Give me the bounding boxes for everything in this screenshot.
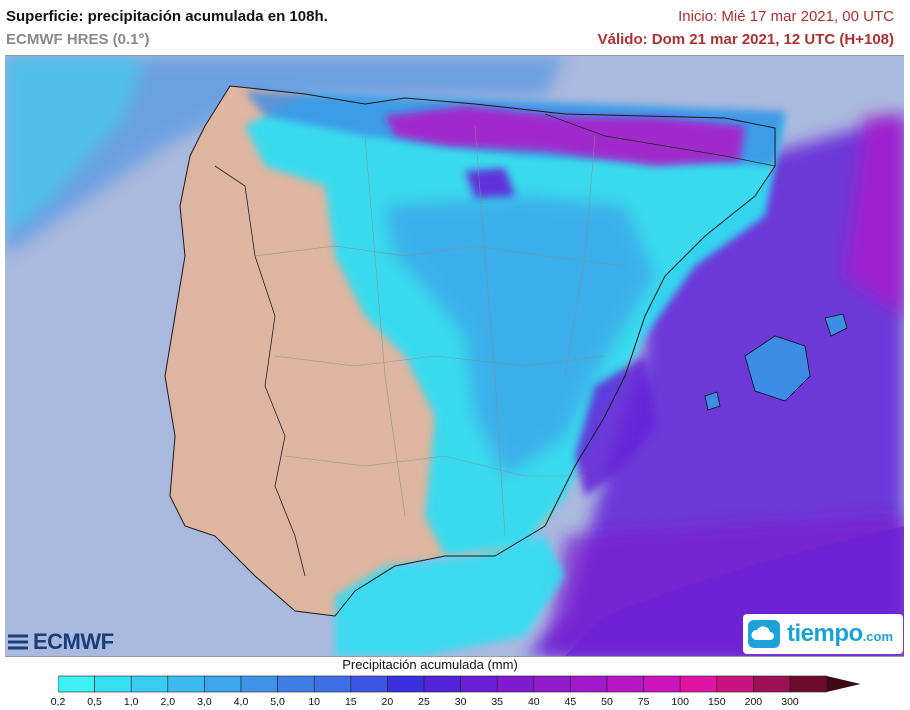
south-coast-precip (335, 536, 565, 656)
menorca-island (824, 313, 848, 337)
legend-label: 45 (564, 696, 577, 708)
legend-label: 30 (454, 696, 467, 708)
legend-swatch (94, 675, 132, 693)
atlantic-light-precip (5, 56, 145, 236)
legend-title: Precipitación acumulada (mm) (342, 657, 518, 672)
legend-label: 0,2 (50, 696, 66, 708)
legend-label: 300 (781, 696, 799, 708)
legend-swatch (460, 675, 498, 693)
portugal-spain-border (214, 165, 306, 577)
legend-swatch (240, 675, 278, 693)
legend-arrow (826, 676, 861, 692)
legend-swatch (130, 675, 169, 693)
legend-swatch (716, 675, 754, 693)
ecmwf-icon (8, 634, 28, 650)
legend-label: 40 (527, 696, 540, 708)
legend-label: 100 (671, 696, 689, 708)
east-very-heavy-precip (845, 116, 904, 316)
tiempo-logo[interactable]: tiempo.com (743, 614, 903, 654)
mallorca-island (744, 335, 811, 402)
legend-label: 3,0 (197, 696, 212, 708)
legend-swatch (753, 675, 791, 693)
atlantic-precip-band (5, 56, 565, 256)
legend-swatch (313, 675, 352, 693)
ibiza-island (704, 391, 721, 411)
tiempo-logo-suffix: .com (862, 629, 894, 644)
picos-heavy-precip (465, 168, 515, 198)
legend-label: 75 (637, 696, 650, 708)
legend-label: 4,0 (233, 696, 249, 708)
cloud-icon (748, 620, 780, 648)
tiempo-logo-text: tiempo (787, 620, 863, 647)
legend-swatch (679, 675, 718, 693)
legend-swatch (58, 675, 95, 693)
init-time: Inicio: Mié 17 mar 2021, 00 UTC (678, 8, 894, 25)
legend-swatch (643, 675, 681, 693)
legend-swatch (423, 675, 461, 693)
legend-swatch (387, 675, 425, 693)
legend-swatch (570, 675, 608, 693)
mediterranean-heavy-precip (525, 116, 904, 656)
legend-label: 1,0 (123, 696, 139, 708)
legend-swatch (204, 675, 242, 693)
legend-label: 200 (744, 696, 763, 708)
legend-swatch (350, 675, 388, 693)
land-moderate-precip (385, 196, 655, 476)
legend-label: 50 (601, 696, 613, 708)
precipitation-map[interactable] (5, 55, 904, 657)
france-spain-border (544, 113, 776, 167)
legend-label: 35 (491, 696, 504, 708)
valencia-heavy-precip (575, 356, 655, 496)
legend-label: 0,5 (87, 696, 102, 708)
legend-swatch (533, 675, 571, 693)
legend-label: 15 (344, 696, 357, 708)
map-title: Superficie: precipitación acumulada en 1… (6, 8, 328, 25)
legend-swatch (496, 675, 535, 693)
region-borders (254, 125, 626, 537)
ecmwf-logo-text: ECMWF (33, 629, 114, 654)
legend-swatch (277, 675, 315, 693)
legend-label: 10 (308, 696, 321, 708)
legend-label: 2,0 (160, 696, 176, 708)
legend-swatch (606, 675, 644, 693)
legend-color-bar (58, 675, 861, 693)
legend-label: 5,0 (270, 696, 285, 708)
coastline (164, 85, 776, 617)
legend-label: 20 (381, 696, 394, 708)
legend-label: 150 (708, 696, 726, 708)
ecmwf-logo: ECMWF (6, 629, 114, 654)
legend-swatch (167, 675, 205, 693)
map-canvas (5, 56, 904, 656)
valid-time: Válido: Dom 21 mar 2021, 12 UTC (H+108) (597, 31, 894, 48)
legend-swatch (789, 675, 827, 693)
model-label: ECMWF HRES (0.1°) (6, 31, 150, 48)
cantabrian-heavy-precip (385, 106, 745, 166)
legend-label: 25 (418, 696, 430, 708)
